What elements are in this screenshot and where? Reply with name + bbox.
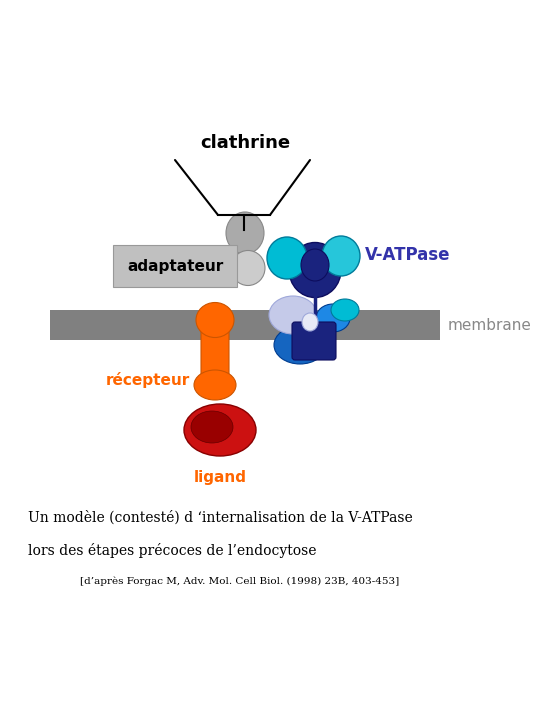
Ellipse shape [322, 236, 360, 276]
Ellipse shape [267, 237, 307, 279]
Ellipse shape [191, 411, 233, 443]
Ellipse shape [231, 251, 265, 286]
Ellipse shape [331, 299, 359, 321]
Ellipse shape [301, 249, 329, 281]
FancyBboxPatch shape [201, 308, 229, 392]
Ellipse shape [269, 296, 317, 334]
FancyBboxPatch shape [50, 310, 440, 340]
Text: membrane: membrane [448, 318, 532, 333]
Ellipse shape [194, 370, 236, 400]
Text: adaptateur: adaptateur [127, 258, 223, 274]
Ellipse shape [196, 302, 234, 338]
Ellipse shape [184, 404, 256, 456]
Text: récepteur: récepteur [106, 372, 190, 388]
Ellipse shape [274, 326, 326, 364]
Text: Un modèle (contesté) d ‘internalisation de la V-ATPase: Un modèle (contesté) d ‘internalisation … [28, 510, 413, 524]
Ellipse shape [289, 243, 341, 297]
Text: V-ATPase: V-ATPase [365, 246, 450, 264]
Ellipse shape [316, 304, 350, 332]
Ellipse shape [226, 212, 264, 254]
Text: lors des étapes précoces de l’endocytose: lors des étapes précoces de l’endocytose [28, 543, 316, 558]
Text: clathrine: clathrine [200, 134, 290, 152]
Text: ligand: ligand [193, 470, 246, 485]
FancyBboxPatch shape [292, 322, 336, 360]
Text: [d’après Forgac M, Adv. Mol. Cell Biol. (1998) 23B, 403-453]: [d’après Forgac M, Adv. Mol. Cell Biol. … [80, 576, 399, 585]
FancyBboxPatch shape [113, 245, 237, 287]
Ellipse shape [302, 313, 318, 331]
